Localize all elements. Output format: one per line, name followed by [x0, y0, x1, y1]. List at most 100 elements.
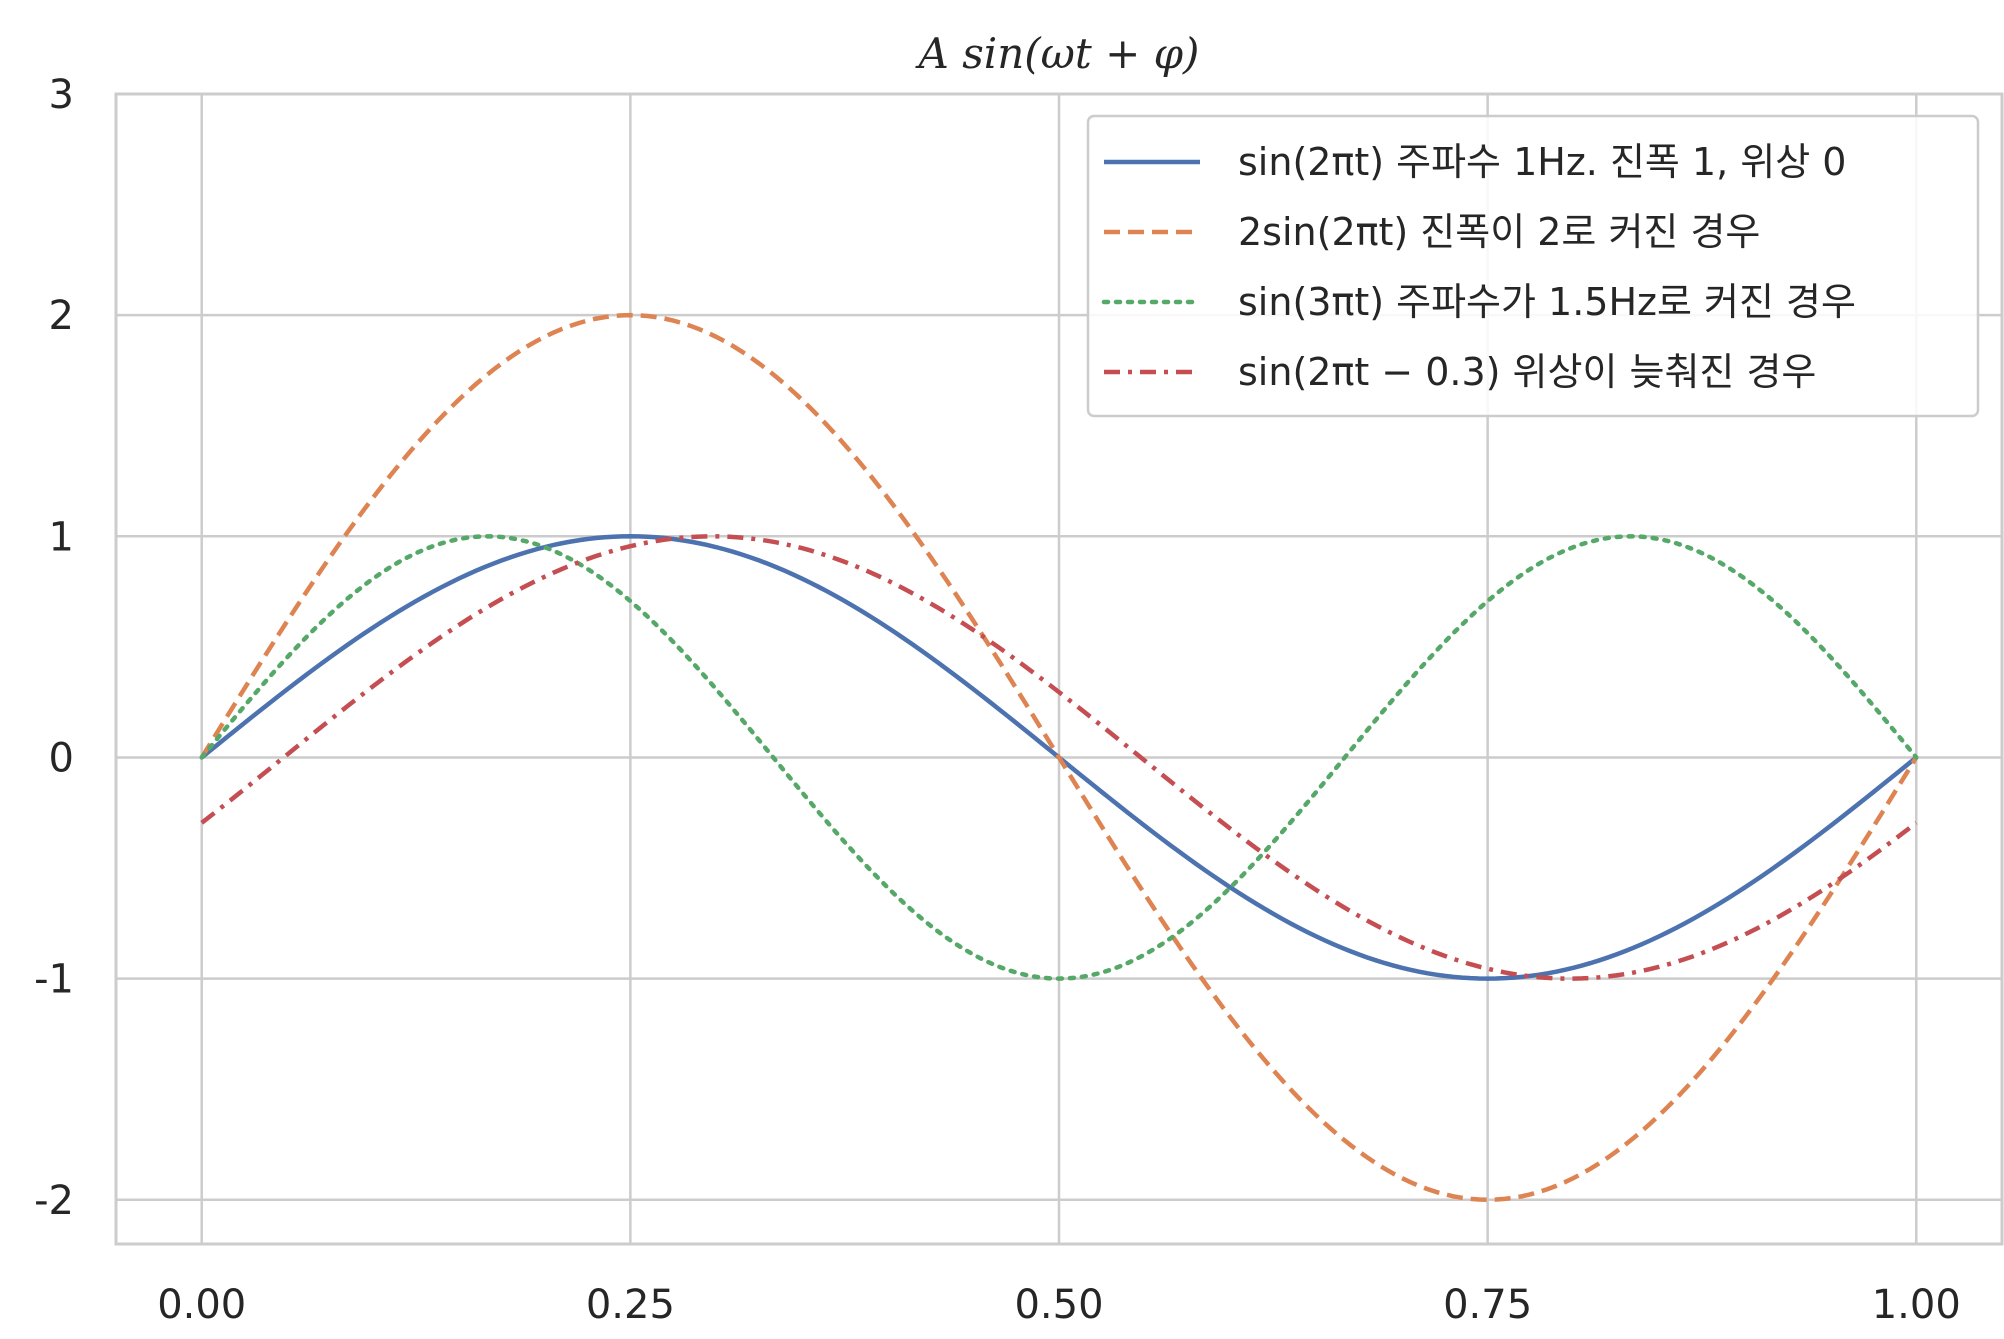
data-point [457, 398, 461, 402]
y-tick-label: 2 [49, 293, 74, 339]
data-point [1571, 976, 1575, 980]
data-point [371, 625, 375, 629]
data-point [1829, 824, 1833, 828]
data-point [1829, 655, 1833, 659]
legend-label: sin(2πt) 주파수 1Hz. 진폭 1, 위상 0 [1238, 140, 1846, 184]
data-point [543, 335, 547, 339]
data-point [1400, 1176, 1404, 1180]
data-point [543, 573, 547, 577]
data-point [714, 535, 718, 539]
data-point [200, 755, 204, 759]
data-point [457, 622, 461, 626]
data-point [1743, 577, 1747, 581]
data-point [971, 619, 975, 623]
data-point [714, 335, 718, 339]
y-tick-label: 3 [49, 72, 74, 118]
data-point [1143, 824, 1147, 828]
series-4 [200, 534, 1918, 981]
chart-title: A sin(ωt + φ) [915, 29, 1200, 78]
data-point [1143, 953, 1147, 957]
data-point [886, 495, 890, 499]
legend-label: sin(2πt − 0.3) 위상이 늦춰진 경우 [1238, 350, 1816, 394]
data-point [628, 534, 632, 538]
series-line [199, 312, 1919, 1203]
data-point [1314, 934, 1318, 938]
data-point [1571, 966, 1575, 970]
data-point [1743, 1016, 1747, 1020]
y-tick-label: -1 [34, 957, 74, 1003]
data-point [1657, 537, 1661, 541]
y-axis-ticks: -2 -1 0 1 2 3 [34, 72, 74, 1224]
series-layer [199, 312, 1919, 1203]
data-point [971, 687, 975, 691]
legend-label: 2sin(2πt) 진폭이 2로 커진 경우 [1238, 210, 1760, 254]
x-axis-ticks: 0.00 0.25 0.50 0.75 1.00 [157, 1282, 1961, 1328]
data-point [1143, 759, 1147, 763]
data-point [1486, 1198, 1490, 1202]
grid-lines [116, 92, 2002, 1244]
data-point [1486, 967, 1490, 971]
data-point [1057, 977, 1061, 981]
x-tick-label: 0.25 [586, 1282, 675, 1328]
legend: sin(2πt) 주파수 1Hz. 진폭 1, 위상 0 2sin(2πt) 진폭… [1086, 114, 1980, 418]
data-point [1829, 880, 1833, 884]
data-point [200, 821, 204, 825]
data-point [543, 545, 547, 549]
data-point [1657, 964, 1661, 968]
data-point [971, 631, 975, 635]
data-point [285, 655, 289, 659]
x-tick-label: 0.00 [157, 1282, 246, 1328]
data-point [1743, 932, 1747, 936]
data-point [628, 599, 632, 603]
data-point [1657, 1113, 1661, 1117]
data-point [1400, 966, 1404, 970]
data-point [285, 619, 289, 623]
data-point [628, 313, 632, 317]
data-point [886, 625, 890, 629]
legend-label: sin(3πt) 주파수가 1.5Hz로 커진 경우 [1238, 280, 1856, 324]
data-point [1914, 821, 1918, 825]
data-point [1486, 977, 1490, 981]
data-point [1057, 755, 1061, 759]
data-point [1314, 889, 1318, 893]
y-tick-label: 1 [49, 514, 74, 560]
data-point [457, 537, 461, 541]
data-point [714, 687, 718, 691]
data-point [1486, 599, 1490, 603]
data-point [1057, 690, 1061, 694]
x-tick-label: 1.00 [1872, 1282, 1961, 1328]
series-line [199, 534, 1919, 981]
data-point [1228, 886, 1232, 890]
data-point [371, 577, 375, 581]
series-3 [199, 534, 1919, 981]
data-point [285, 687, 289, 691]
series-2 [199, 312, 1919, 1203]
x-tick-label: 0.75 [1443, 1282, 1532, 1328]
y-tick-label: -2 [34, 1178, 74, 1224]
data-point [886, 579, 890, 583]
data-point [800, 398, 804, 402]
data-point [714, 545, 718, 549]
data-point [971, 953, 975, 957]
data-point [1143, 892, 1147, 896]
data-point [1571, 545, 1575, 549]
data-point [1228, 1016, 1232, 1020]
data-point [1914, 755, 1918, 759]
data-point [457, 577, 461, 581]
data-point [800, 577, 804, 581]
data-point [1657, 934, 1661, 938]
data-point [1571, 1176, 1575, 1180]
data-point [1314, 1113, 1318, 1117]
data-point [1743, 886, 1747, 890]
data-point [371, 495, 375, 499]
data-point [800, 790, 804, 794]
data-point [371, 683, 375, 687]
data-point [1228, 828, 1232, 832]
data-point [800, 546, 804, 550]
data-point [1314, 790, 1318, 794]
data-point [1400, 687, 1404, 691]
legend-box [1086, 114, 1980, 418]
data-point [628, 544, 632, 548]
data-point [285, 752, 289, 756]
